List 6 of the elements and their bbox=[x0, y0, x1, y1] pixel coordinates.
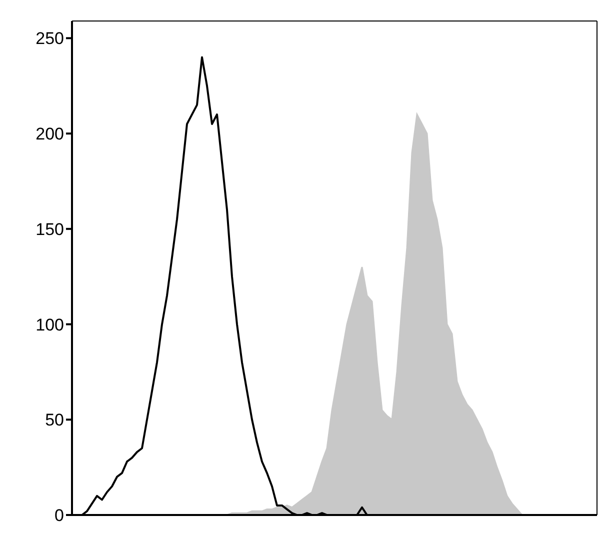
y-tick-label: 200 bbox=[36, 124, 64, 144]
y-tick-label: 250 bbox=[36, 29, 64, 48]
y-tick-label: 50 bbox=[45, 410, 64, 430]
y-tick-label: 0 bbox=[54, 506, 64, 526]
y-tick-label: 150 bbox=[36, 220, 64, 239]
y-tick-label: 100 bbox=[36, 315, 64, 334]
